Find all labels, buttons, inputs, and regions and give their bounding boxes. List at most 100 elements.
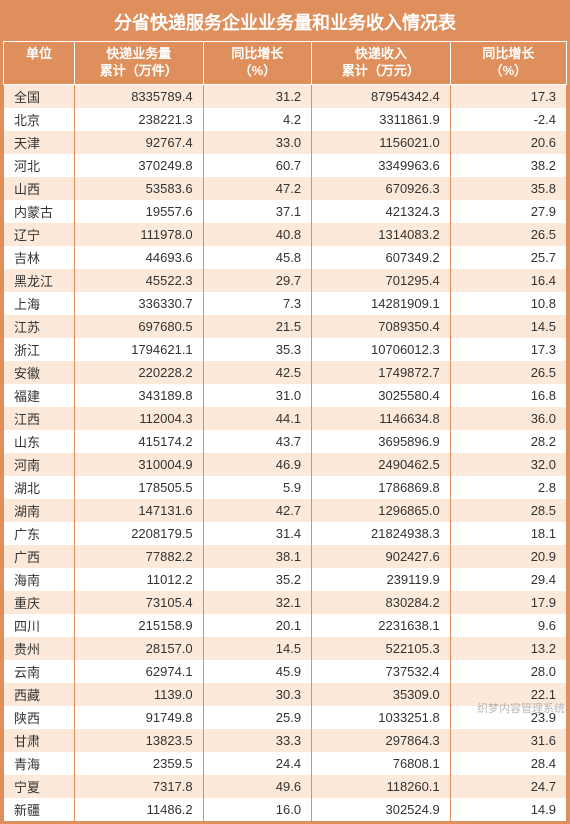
cell-value: 32.1 <box>203 591 311 614</box>
table-row: 山西53583.647.2670926.335.8 <box>4 177 567 200</box>
cell-value: 76808.1 <box>312 752 451 775</box>
cell-value: 13823.5 <box>74 729 203 752</box>
cell-value: 20.9 <box>450 545 566 568</box>
cell-value: 14.5 <box>203 637 311 660</box>
cell-region: 河南 <box>4 453 75 476</box>
cell-value: 35.3 <box>203 338 311 361</box>
cell-value: 19557.6 <box>74 200 203 223</box>
cell-value: 7.3 <box>203 292 311 315</box>
table-row: 全国8335789.431.287954342.417.3 <box>4 84 567 108</box>
cell-region: 天津 <box>4 131 75 154</box>
cell-value: 5.9 <box>203 476 311 499</box>
cell-value: 29.4 <box>450 568 566 591</box>
cell-value: 7089350.4 <box>312 315 451 338</box>
cell-value: 30.3 <box>203 683 311 706</box>
cell-value: 20.1 <box>203 614 311 637</box>
cell-region: 海南 <box>4 568 75 591</box>
cell-value: 26.5 <box>450 361 566 384</box>
cell-region: 湖北 <box>4 476 75 499</box>
cell-region: 上海 <box>4 292 75 315</box>
cell-value: 370249.8 <box>74 154 203 177</box>
cell-region: 贵州 <box>4 637 75 660</box>
cell-value: 8335789.4 <box>74 84 203 108</box>
cell-region: 吉林 <box>4 246 75 269</box>
cell-value: 35309.0 <box>312 683 451 706</box>
cell-value: 26.5 <box>450 223 566 246</box>
table-row: 福建343189.831.03025580.416.8 <box>4 384 567 407</box>
cell-value: 38.1 <box>203 545 311 568</box>
cell-value: 3025580.4 <box>312 384 451 407</box>
table-title: 分省快递服务企业业务量和业务收入情况表 <box>3 3 567 41</box>
cell-value: 1314083.2 <box>312 223 451 246</box>
cell-value: 73105.4 <box>74 591 203 614</box>
cell-value: 36.0 <box>450 407 566 430</box>
cell-value: 92767.4 <box>74 131 203 154</box>
table-row: 重庆73105.432.1830284.217.9 <box>4 591 567 614</box>
table-row: 湖北178505.55.91786869.82.8 <box>4 476 567 499</box>
cell-region: 西藏 <box>4 683 75 706</box>
cell-value: 45.9 <box>203 660 311 683</box>
cell-value: 16.4 <box>450 269 566 292</box>
cell-region: 陕西 <box>4 706 75 729</box>
cell-value: 53583.6 <box>74 177 203 200</box>
cell-region: 广东 <box>4 522 75 545</box>
table-row: 江苏697680.521.57089350.414.5 <box>4 315 567 338</box>
cell-value: 29.7 <box>203 269 311 292</box>
cell-value: 10.8 <box>450 292 566 315</box>
cell-value: 17.3 <box>450 84 566 108</box>
cell-region: 广西 <box>4 545 75 568</box>
table-row: 河南310004.946.92490462.532.0 <box>4 453 567 476</box>
cell-value: 46.9 <box>203 453 311 476</box>
cell-value: 2.8 <box>450 476 566 499</box>
table-row: 吉林44693.645.8607349.225.7 <box>4 246 567 269</box>
cell-value: 21.5 <box>203 315 311 338</box>
col-header-volume: 快递业务量累计（万件） <box>74 42 203 85</box>
cell-value: 220228.2 <box>74 361 203 384</box>
cell-value: 44693.6 <box>74 246 203 269</box>
cell-region: 浙江 <box>4 338 75 361</box>
col-header-vol-growth: 同比增长（%） <box>203 42 311 85</box>
cell-value: 28.4 <box>450 752 566 775</box>
cell-value: 1749872.7 <box>312 361 451 384</box>
cell-value: 45522.3 <box>74 269 203 292</box>
cell-value: 1033251.8 <box>312 706 451 729</box>
cell-value: 1156021.0 <box>312 131 451 154</box>
cell-value: 178505.5 <box>74 476 203 499</box>
cell-value: 38.2 <box>450 154 566 177</box>
cell-value: 35.2 <box>203 568 311 591</box>
table-row: 黑龙江45522.329.7701295.416.4 <box>4 269 567 292</box>
cell-value: 42.7 <box>203 499 311 522</box>
cell-value: 20.6 <box>450 131 566 154</box>
cell-value: 522105.3 <box>312 637 451 660</box>
cell-value: 10706012.3 <box>312 338 451 361</box>
cell-value: 77882.2 <box>74 545 203 568</box>
cell-value: 43.7 <box>203 430 311 453</box>
cell-region: 河北 <box>4 154 75 177</box>
cell-value: 32.0 <box>450 453 566 476</box>
table-row: 广东2208179.531.421824938.318.1 <box>4 522 567 545</box>
table-row: 北京238221.34.23311861.9-2.4 <box>4 108 567 131</box>
cell-value: 238221.3 <box>74 108 203 131</box>
cell-value: 91749.8 <box>74 706 203 729</box>
cell-region: 内蒙古 <box>4 200 75 223</box>
cell-value: 1794621.1 <box>74 338 203 361</box>
table-row: 安徽220228.242.51749872.726.5 <box>4 361 567 384</box>
cell-value: 16.8 <box>450 384 566 407</box>
cell-value: 902427.6 <box>312 545 451 568</box>
cell-value: 297864.3 <box>312 729 451 752</box>
cell-value: 24.7 <box>450 775 566 798</box>
cell-value: 49.6 <box>203 775 311 798</box>
cell-value: 1139.0 <box>74 683 203 706</box>
cell-value: 14281909.1 <box>312 292 451 315</box>
table-row: 宁夏7317.849.6118260.124.7 <box>4 775 567 798</box>
cell-value: 21824938.3 <box>312 522 451 545</box>
cell-value: 3695896.9 <box>312 430 451 453</box>
cell-value: 118260.1 <box>312 775 451 798</box>
cell-value: 18.1 <box>450 522 566 545</box>
cell-region: 黑龙江 <box>4 269 75 292</box>
cell-value: 9.6 <box>450 614 566 637</box>
cell-value: 147131.6 <box>74 499 203 522</box>
table-row: 上海336330.77.314281909.110.8 <box>4 292 567 315</box>
cell-value: 35.8 <box>450 177 566 200</box>
cell-value: 737532.4 <box>312 660 451 683</box>
